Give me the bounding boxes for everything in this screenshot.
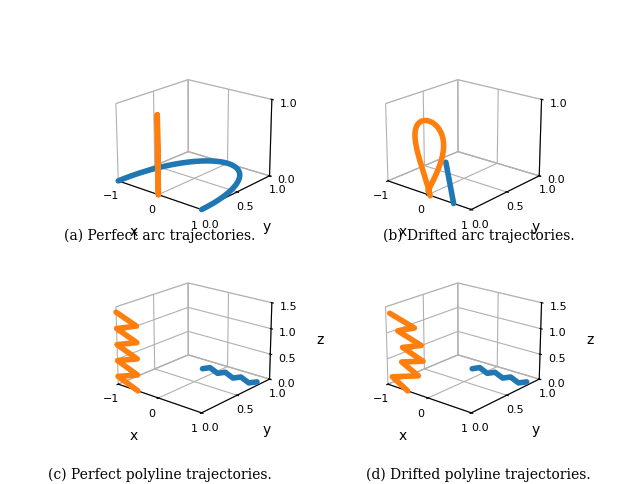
Y-axis label: y: y: [262, 220, 271, 234]
X-axis label: x: x: [399, 428, 407, 442]
Y-axis label: y: y: [532, 220, 540, 234]
Text: (c) Perfect polyline trajectories.: (c) Perfect polyline trajectories.: [48, 468, 271, 482]
X-axis label: x: x: [130, 225, 138, 239]
Text: (d) Drifted polyline trajectories.: (d) Drifted polyline trajectories.: [366, 468, 591, 482]
Text: (a) Perfect arc trajectories.: (a) Perfect arc trajectories.: [64, 228, 255, 242]
Y-axis label: y: y: [262, 424, 271, 438]
X-axis label: x: x: [130, 428, 138, 442]
Text: (b) Drifted arc trajectories.: (b) Drifted arc trajectories.: [383, 228, 574, 242]
X-axis label: x: x: [399, 225, 407, 239]
Y-axis label: y: y: [532, 424, 540, 438]
